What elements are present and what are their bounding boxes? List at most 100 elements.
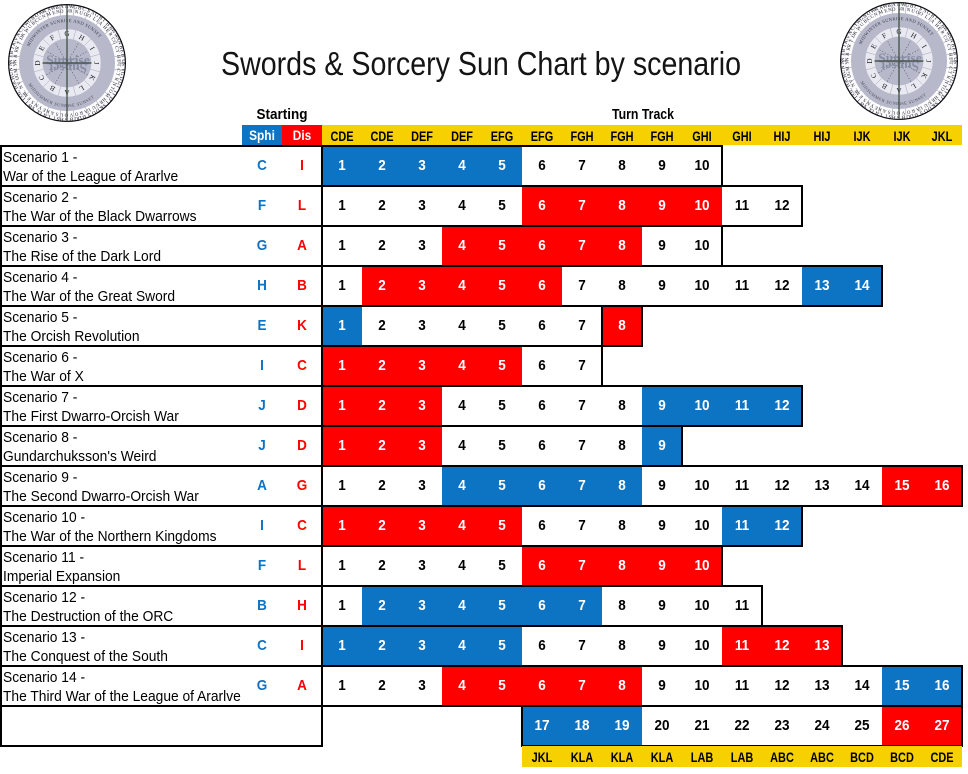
svg-text:N: N [906,8,911,14]
svg-text:U: U [952,57,958,61]
svg-text:C: C [38,16,43,22]
svg-text:C: C [869,71,878,79]
svg-text:B: B [949,43,956,48]
svg-text:I: I [942,90,948,95]
svg-text:C: C [113,46,119,51]
svg-text:W: W [23,20,31,28]
svg-text:B: B [55,4,60,11]
svg-text:G: G [943,38,949,44]
svg-text:W: W [941,26,949,34]
svg-text:Y: Y [21,23,28,30]
svg-text:U: U [906,113,911,120]
svg-text:E: E [27,95,33,101]
svg-text:R: R [97,99,103,105]
svg-text:T: T [17,41,23,46]
svg-text:N: N [42,14,48,20]
svg-text:N: N [840,57,846,61]
svg-text:A: A [97,21,103,27]
svg-text:B: B [887,2,892,9]
svg-text:L: L [854,87,860,92]
svg-text:C: C [947,66,952,70]
svg-text:E: E [37,44,46,52]
svg-text:E: E [884,9,888,15]
svg-text:T: T [932,15,939,22]
svg-text:E: E [951,47,958,51]
svg-text:T: T [20,95,27,102]
svg-text:F: F [881,32,888,41]
svg-text:S: S [887,108,891,113]
svg-text:R: R [847,43,853,48]
svg-text:W: W [27,102,35,110]
svg-text:W: W [24,27,31,34]
svg-text:B: B [97,15,104,22]
svg-text:B: B [929,13,936,20]
svg-text:E: E [52,11,56,17]
svg-text:L: L [848,87,855,93]
svg-text:C: C [115,68,120,72]
svg-text:G: G [93,12,100,19]
svg-text:R: R [14,54,20,59]
svg-text:I: I [885,112,888,118]
svg-text:N: N [56,10,61,16]
svg-text:O: O [849,90,856,97]
svg-text:U: U [93,101,99,107]
svg-text:T: T [941,83,947,88]
svg-text:L: L [116,80,123,85]
svg-text:B: B [936,19,943,26]
svg-text:N: N [18,84,24,90]
svg-text:C: C [37,73,46,81]
svg-text:W: W [856,25,863,32]
svg-text:I: I [920,44,928,51]
svg-text:B: B [909,3,914,10]
svg-text:I: I [110,92,116,97]
svg-text:O: O [906,108,911,114]
svg-text:S: S [86,111,91,118]
svg-text:B: B [48,83,56,92]
svg-text:C: C [81,6,87,13]
svg-text:D: D [949,74,956,79]
svg-text:I: I [88,46,96,53]
svg-text:T: T [946,70,952,74]
svg-text:D: D [77,114,82,121]
svg-text:W: W [69,4,74,10]
svg-text:O: O [896,110,900,115]
svg-text:L: L [22,89,28,94]
svg-text:S: S [918,109,923,116]
svg-text:B: B [69,116,73,122]
svg-text:T: T [948,61,953,64]
svg-text:D: D [117,76,124,81]
svg-text:A: A [929,19,935,25]
svg-text:R: R [846,52,852,57]
svg-text:T: T [111,89,118,96]
svg-text:B: B [9,50,16,55]
svg-text:S: S [922,8,927,15]
svg-text:N: N [850,82,856,88]
svg-text:G: G [73,4,78,10]
svg-text:T: T [100,17,107,24]
svg-text:Sunrise: Sunrise [46,53,90,68]
svg-text:N: N [116,40,123,46]
svg-text:L: L [16,89,23,95]
svg-text:O: O [866,10,873,17]
svg-text:S: S [933,100,939,106]
svg-text:N: N [111,81,117,87]
svg-text:L: L [46,113,51,120]
svg-text:O: O [939,86,945,92]
svg-text:A: A [878,4,884,11]
svg-text:V: V [30,104,37,111]
svg-text:G: G [14,72,20,77]
svg-text:G: G [905,2,910,8]
svg-text:N: N [948,38,955,44]
svg-text:W: W [855,18,863,26]
svg-text:S: S [56,115,60,121]
svg-text:O: O [918,12,924,18]
svg-text:N: N [30,15,37,22]
svg-text:N: N [840,60,846,64]
svg-text:W: W [870,7,877,15]
svg-text:N: N [943,79,949,85]
svg-text:H: H [891,114,896,120]
svg-text:C: C [913,4,919,11]
svg-text:I: I [842,44,848,48]
svg-text:B: B [939,23,946,30]
svg-text:V: V [845,34,852,40]
